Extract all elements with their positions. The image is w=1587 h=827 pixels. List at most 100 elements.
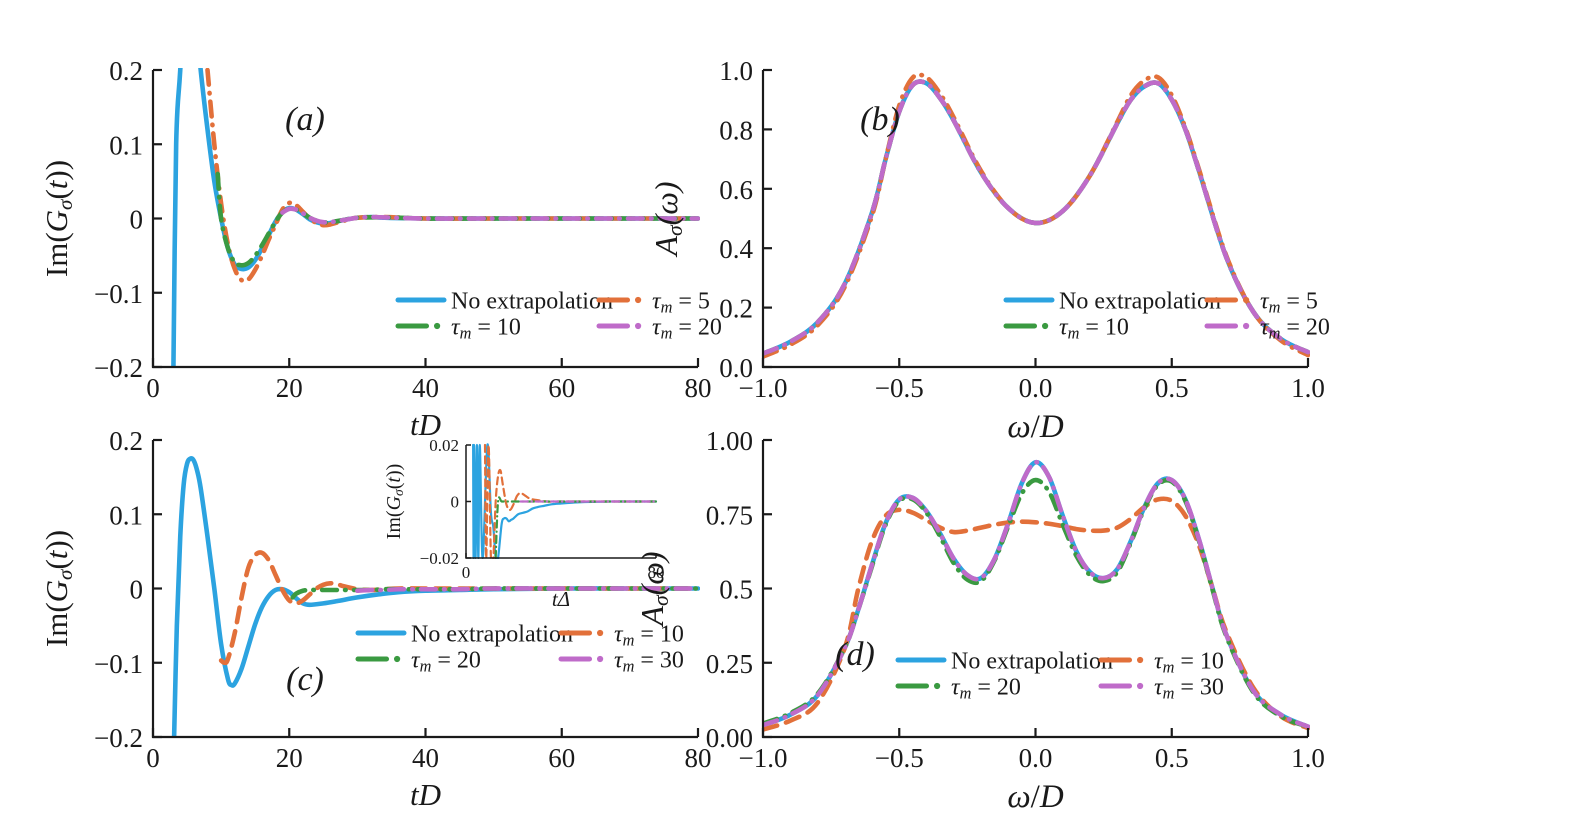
math-part: ω	[1007, 779, 1030, 815]
legend: No extrapolation τm = 10 τm = 20 τm = 30	[355, 622, 684, 676]
math-part: G	[383, 495, 405, 510]
x-tick-label: 80	[685, 743, 712, 773]
y-tick-label: 0.75	[706, 500, 753, 530]
math-label: ω/D	[1007, 779, 1063, 815]
legend-swatch-dot	[434, 322, 441, 330]
y-tick-label: 0.25	[706, 649, 753, 679]
y-tick-label: 0.0	[719, 353, 753, 383]
panel-label-c: (c)	[286, 661, 324, 698]
x-tick-label: 60	[548, 373, 575, 403]
y-tick-label: 0.02	[429, 436, 459, 455]
legend-label: τm = 10	[451, 315, 521, 343]
math-part: ω	[634, 562, 670, 585]
y-tick-label: 0.6	[719, 175, 753, 205]
y-tick-label: 1.00	[706, 426, 753, 456]
panel-d-group: −1.0 −0.5 0.0 0.5 1.0 0.00 0.25 0.5 0.75 1.00	[706, 426, 1325, 773]
math-part: t	[552, 587, 559, 611]
math-part: ))	[39, 160, 74, 181]
y-tick-label: 0.2	[719, 294, 753, 324]
series-line	[494, 496, 658, 559]
y-tick-label: 0.4	[719, 234, 753, 264]
panel-a-group: 0 20 40 60 80 −0.2 −0.1 0 0.1 0.2	[94, 56, 712, 403]
y-tick-label: −0.2	[94, 723, 143, 753]
math-part: G	[39, 210, 74, 232]
x-tick-label: 0.5	[1155, 743, 1189, 773]
x-tick-label: 60	[548, 743, 575, 773]
panel-label-a: (a)	[285, 101, 325, 138]
math-part: /	[1031, 409, 1041, 445]
math-part: Im	[39, 613, 74, 647]
legend-swatch-dot	[597, 629, 604, 637]
legend-label: τm = 5	[652, 289, 710, 317]
x-tick-label: −1.0	[739, 743, 788, 773]
math-label: Im(Gσ(t))	[39, 160, 77, 277]
legend: No extrapolation τm = 5 τm = 10 τm = 20	[1003, 289, 1330, 343]
series-line	[355, 586, 700, 594]
math-part: t	[383, 477, 405, 483]
series-line	[762, 459, 1310, 729]
legend-label: τm = 10	[1059, 315, 1129, 343]
math-part: (	[39, 189, 74, 199]
y-tick-label: −0.1	[94, 649, 143, 679]
legend-label: τm = 20	[1260, 315, 1330, 343]
legend-label: τm = 30	[1154, 675, 1224, 703]
math-part: D	[1039, 779, 1064, 815]
legend-label: τm = 20	[411, 648, 481, 676]
math-label: tD	[410, 777, 441, 812]
x-tick-label: 40	[412, 743, 439, 773]
math-label: Aσ(ω)	[648, 181, 687, 257]
math-part: )	[634, 551, 670, 564]
y-tick-label: 0	[451, 493, 460, 512]
legend-label: τm = 5	[1260, 289, 1318, 317]
y-tick-label: 0	[130, 205, 144, 235]
math-label: Im(Gσ(t))	[39, 530, 77, 647]
series-line	[205, 68, 700, 284]
y-tick-label: 0.00	[706, 723, 753, 753]
series-line	[472, 443, 658, 559]
math-part: ω	[1007, 409, 1030, 445]
math-label: ω/D	[1007, 409, 1063, 445]
legend-swatch-dot	[1243, 322, 1250, 330]
x-tick-label: 0.0	[1019, 743, 1053, 773]
series-line	[762, 79, 1310, 356]
legend-label: τm = 30	[614, 648, 684, 676]
x-tick-label: −1.0	[739, 373, 788, 403]
math-part: D	[418, 407, 441, 442]
legend-swatch-dot	[934, 682, 941, 690]
math-part: (	[39, 559, 74, 569]
math-part: ω	[648, 192, 684, 215]
series-line	[762, 477, 1310, 729]
math-part: )	[648, 181, 684, 194]
y-tick-label: 0.1	[109, 130, 143, 160]
legend-label: No extrapolation	[451, 289, 613, 315]
legend-swatch-dot	[1042, 322, 1049, 330]
y-tick-label: 0	[130, 575, 144, 605]
x-tick-label: 0.5	[1155, 373, 1189, 403]
math-part: D	[418, 777, 441, 812]
x-tick-label: 20	[276, 373, 303, 403]
legend-label: τm = 10	[1154, 649, 1224, 677]
math-part: Δ	[557, 587, 570, 611]
y-tick-label: 0.5	[719, 575, 753, 605]
legend: No extrapolation τm = 5 τm = 10 τm = 20	[395, 289, 722, 343]
x-tick-label: 0	[146, 373, 160, 403]
legend-swatch-dot	[1137, 656, 1144, 664]
math-part: σ	[663, 224, 687, 236]
panel-c-group: 0 20 40 60 80 −0.2 −0.1 0 0.1 0.2	[94, 426, 711, 773]
math-part: σ	[53, 568, 77, 580]
legend-swatch-dot	[597, 655, 604, 663]
x-tick-label: 0	[462, 563, 471, 582]
axis-spine	[761, 70, 1308, 369]
series-line	[762, 72, 1310, 359]
math-part: (	[383, 482, 405, 489]
legend-swatch-dot	[1137, 682, 1144, 690]
x-tick-label: 80	[685, 373, 712, 403]
math-part: σ	[649, 594, 673, 606]
x-tick-label: 20	[276, 743, 303, 773]
x-tick-label: 0	[146, 743, 160, 773]
math-part: (	[39, 232, 74, 242]
axis-spine	[761, 440, 1308, 739]
